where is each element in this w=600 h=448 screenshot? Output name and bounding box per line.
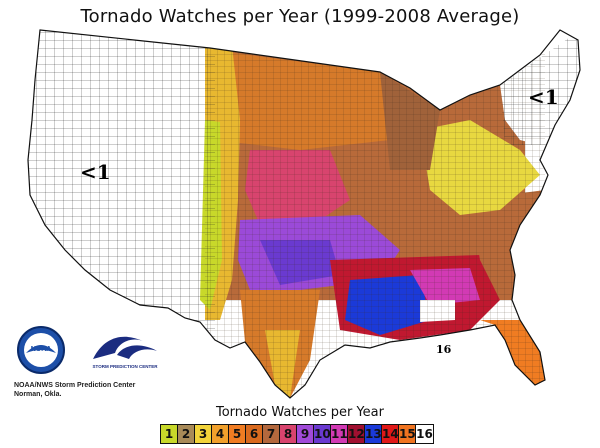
legend-swatch: 2	[178, 425, 195, 443]
legend-swatch: 8	[280, 425, 297, 443]
credit-line-1: NOAA/NWS Storm Prediction Center	[14, 382, 136, 389]
legend-swatch: 13	[365, 425, 382, 443]
legend-swatch: 9	[297, 425, 314, 443]
legend-swatch: 12	[348, 425, 365, 443]
credit: NOAA/NWS Storm Prediction Center Norman,…	[14, 381, 135, 399]
legend-swatch: 14	[382, 425, 399, 443]
legend-swatch: 16	[416, 425, 433, 443]
northeast-low-label: <1	[528, 85, 559, 109]
credit-line-2: Norman, Okla.	[14, 391, 62, 398]
legend-swatch: 11	[331, 425, 348, 443]
spc-logo: STORM PREDICTION CENTER	[93, 336, 159, 369]
legend-title: Tornado Watches per Year	[216, 405, 384, 420]
legend-swatch: 7	[263, 425, 280, 443]
noaa-logo: NOAA	[17, 326, 65, 374]
legend-swatch: 3	[195, 425, 212, 443]
legend-swatch: 15	[399, 425, 416, 443]
spc-logo-text: STORM PREDICTION CENTER	[93, 364, 159, 369]
legend-swatch: 5	[229, 425, 246, 443]
legend-swatch: 4	[212, 425, 229, 443]
legend-swatch: 10	[314, 425, 331, 443]
peak-value-label: 16	[436, 343, 452, 356]
legend-swatch: 6	[246, 425, 263, 443]
map-title: Tornado Watches per Year (1999-2008 Aver…	[80, 6, 520, 27]
map-body	[28, 30, 580, 398]
noaa-logo-text: NOAA	[31, 346, 52, 353]
west-low-label: <1	[80, 160, 111, 184]
legend-swatch: 1	[161, 425, 178, 443]
legend: 1 2 3 4 5 6 7 8 9 10 11 12 13 14 15 16	[160, 424, 434, 444]
